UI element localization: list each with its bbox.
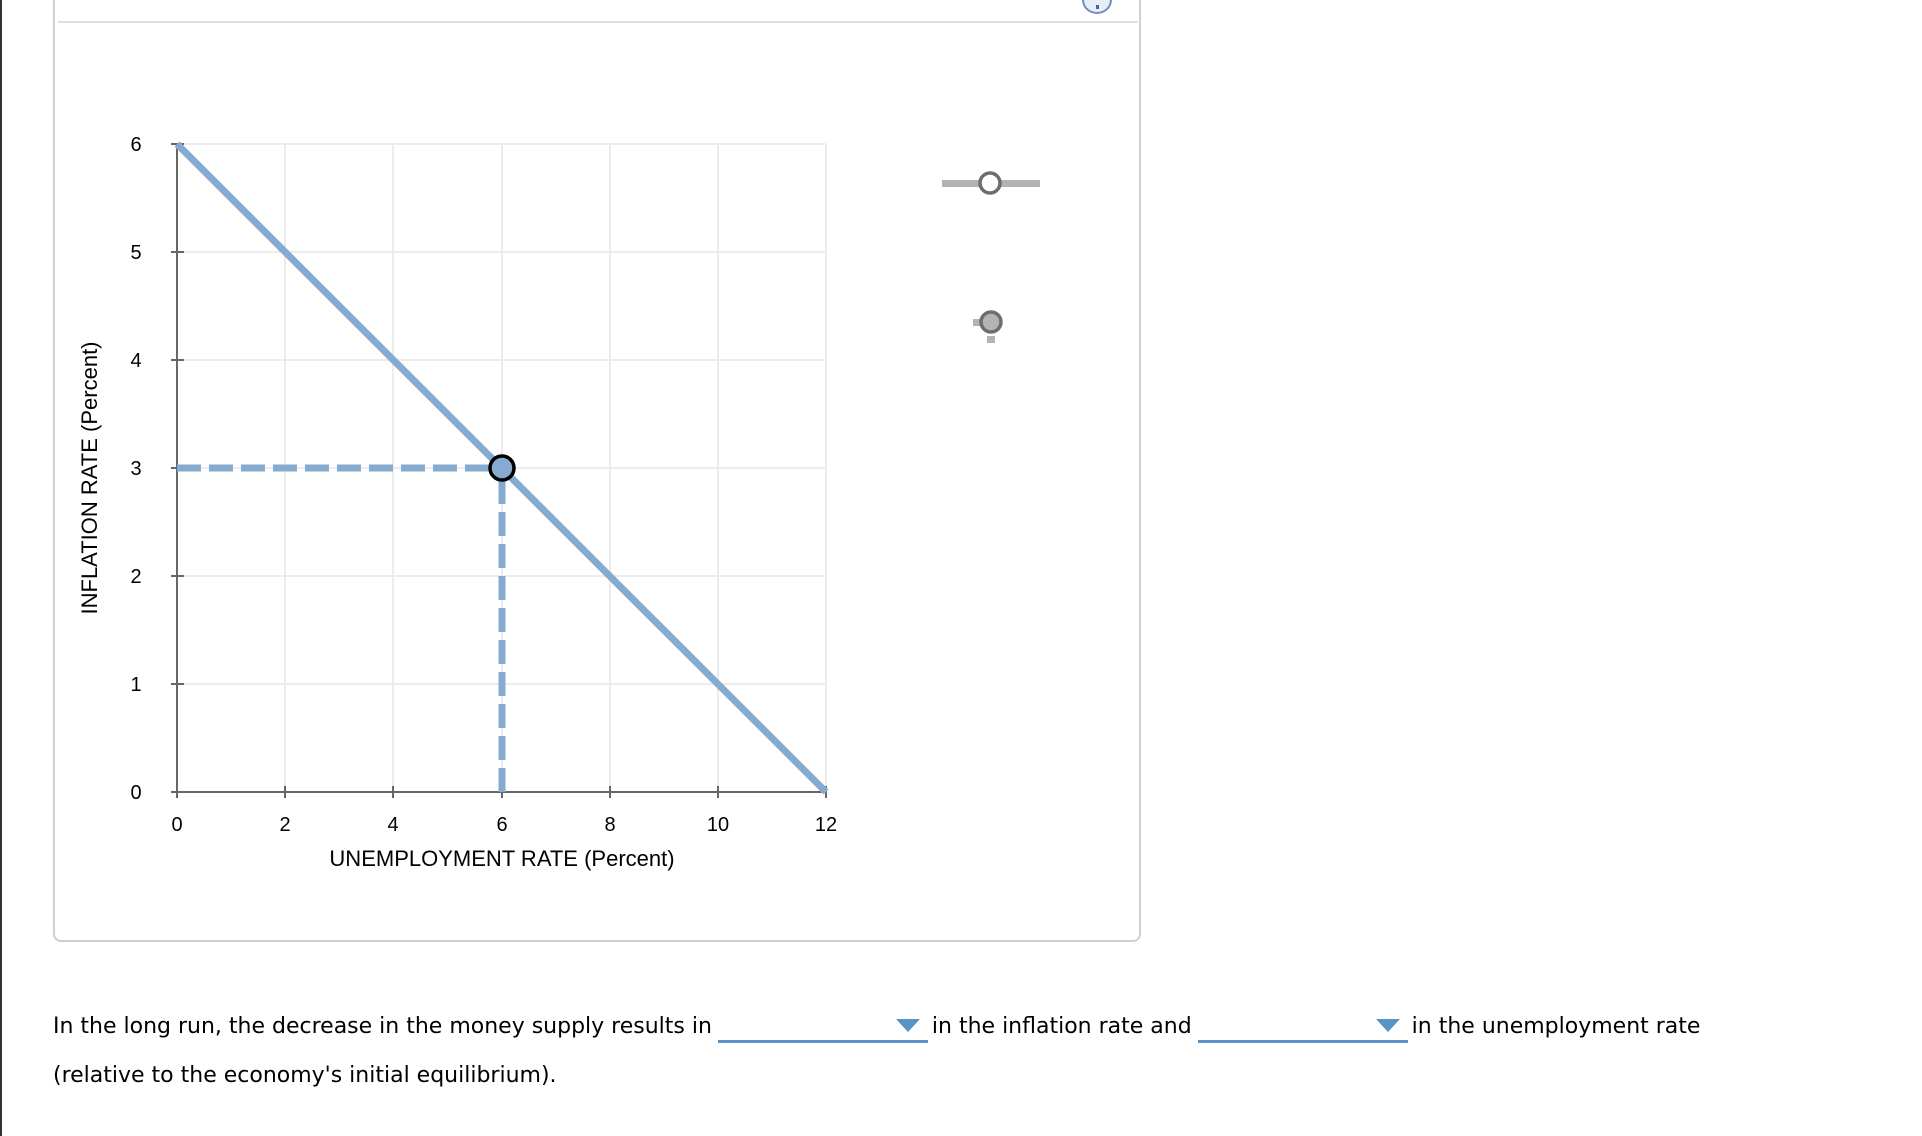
- question-text: In the long run, the decrease in the mon…: [53, 1002, 1913, 1100]
- phillips-curve-graph[interactable]: 6 5 4 3 2 1 0 0 2 4 6 8 10 12 UNEMPLOYME…: [0, 0, 1150, 900]
- x-tick: 6: [496, 814, 507, 836]
- y-tick: 1: [130, 674, 141, 696]
- question-part-1: In the long run, the decrease in the mon…: [53, 1014, 712, 1039]
- line-tool-icon[interactable]: [942, 160, 1040, 206]
- y-axis-title: INFLATION RATE (Percent): [77, 341, 102, 614]
- unemployment-change-dropdown[interactable]: [1197, 1010, 1408, 1043]
- y-tick: 2: [130, 566, 141, 588]
- equilibrium-point[interactable]: [488, 454, 516, 482]
- y-tick: 3: [130, 458, 141, 480]
- question-part-4: (relative to the economy's initial equil…: [53, 1063, 557, 1088]
- x-tick-labels: 0 2 4 6 8 10 12: [171, 814, 837, 836]
- x-tick: 10: [707, 814, 729, 836]
- x-tick: 12: [815, 814, 837, 836]
- inflation-change-dropdown[interactable]: [717, 1010, 928, 1043]
- chevron-down-icon: [895, 1019, 920, 1032]
- y-tick: 5: [130, 242, 141, 264]
- y-tick-labels: 6 5 4 3 2 1 0: [130, 134, 141, 804]
- y-tick: 4: [130, 350, 141, 372]
- window-left-border: [0, 0, 2, 1136]
- question-part-2: in the inflation rate and: [931, 1014, 1192, 1039]
- point-tool-icon[interactable]: [966, 300, 1016, 350]
- x-tick: 4: [387, 814, 398, 836]
- chevron-down-icon: [1375, 1019, 1400, 1032]
- y-tick: 0: [130, 782, 141, 804]
- x-tick: 0: [171, 814, 182, 836]
- panel-header-divider: [58, 21, 1138, 23]
- x-tick: 8: [604, 814, 615, 836]
- question-part-3: in the unemployment rate: [1411, 1014, 1701, 1039]
- x-axis-title: UNEMPLOYMENT RATE (Percent): [329, 846, 674, 871]
- equilibrium-guide-lines: [177, 464, 506, 792]
- graph-panel: [53, 0, 1141, 942]
- y-tick: 6: [130, 134, 141, 156]
- x-tick: 2: [279, 814, 290, 836]
